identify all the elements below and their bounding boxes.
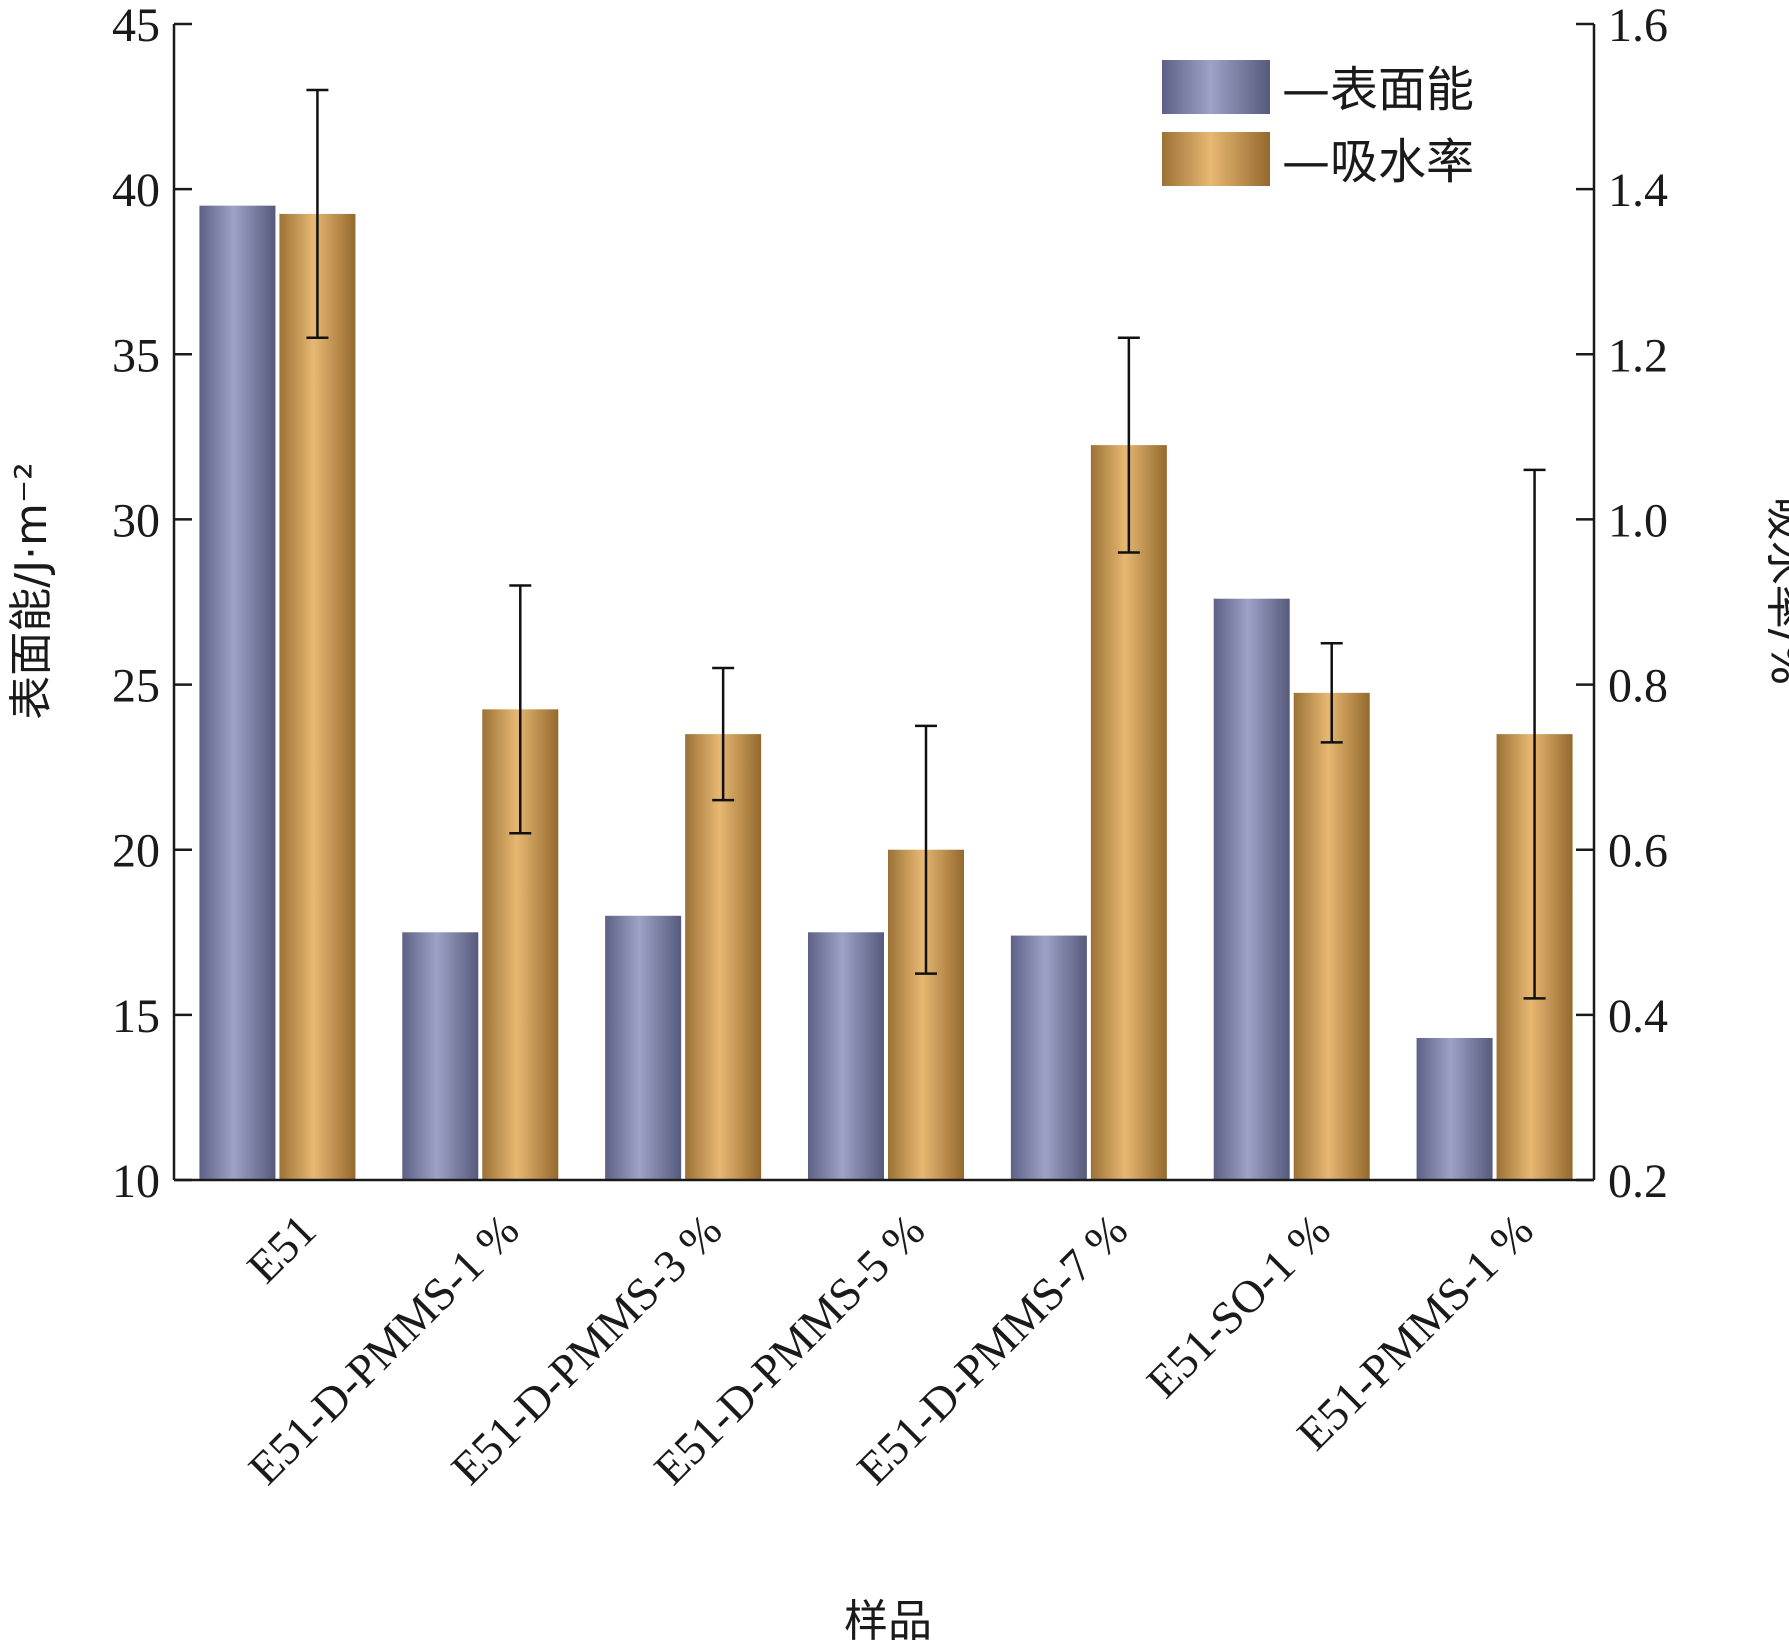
y-right-tick-label: 1.6 [1608,0,1668,52]
y-left-tick-label: 10 [112,1155,160,1208]
bar-surface-energy [1416,1037,1493,1180]
bar-water-absorption [1293,692,1370,1180]
legend-label-surface-energy: —表面能 [1282,62,1474,118]
y-left-tick-label: 20 [112,825,160,878]
y-right-tick-label: 0.8 [1608,660,1668,713]
y-right-tick-label: 1.4 [1608,164,1668,217]
y-right-tick-label: 0.4 [1608,990,1668,1043]
y-left-tick-label: 40 [112,164,160,217]
bar-water-absorption [279,213,356,1180]
bar-surface-energy [605,915,682,1180]
legend: —表面能 —吸水率 [1162,60,1474,190]
legend-swatch-water-absorption [1162,132,1270,186]
bar-surface-energy [199,205,276,1180]
x-category-label: E51 [237,1204,325,1292]
y-axis-right-title: 吸水率/% [1761,497,1789,686]
x-axis-title: 样品 [844,1596,932,1647]
y-left-tick-label: 30 [112,494,160,547]
y-right-tick-label: 1.0 [1608,494,1668,547]
bar-water-absorption [685,734,762,1180]
legend-swatch-surface-energy [1162,60,1270,114]
bar-water-absorption [1090,445,1167,1181]
y-right-tick-label: 0.6 [1608,825,1668,878]
y-right-tick-label: 1.2 [1608,329,1668,382]
x-category-label: E51-SO-1 % [1137,1204,1340,1407]
bar-surface-energy [402,932,479,1180]
bar-surface-energy [1213,598,1290,1180]
legend-label-water-absorption: —吸水率 [1282,134,1474,190]
y-left-tick-label: 25 [112,660,160,713]
y-left-tick-label: 35 [112,329,160,382]
y-right-tick-label: 0.2 [1608,1155,1668,1208]
y-axis-left-title: 表面能/J·m⁻² [6,462,57,720]
plot-area [199,88,1573,1181]
y-left-tick-label: 15 [112,990,160,1043]
bar-surface-energy [1010,935,1087,1180]
bar-surface-energy [808,932,884,1180]
y-left-tick-label: 45 [112,0,160,52]
